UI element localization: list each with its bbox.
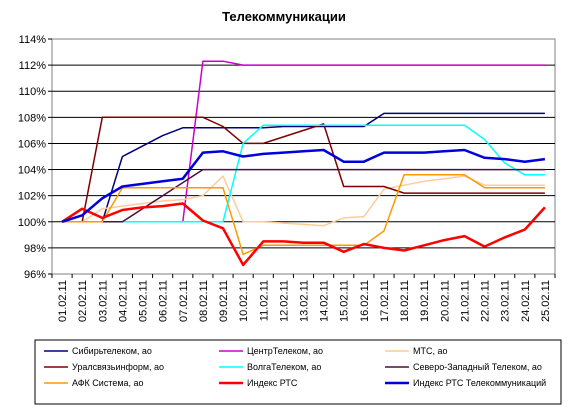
series-line — [61, 202, 546, 267]
legend-label: МТС, ао — [413, 346, 448, 356]
x-tick-label: 25.02.11 — [540, 280, 552, 322]
y-tick-label: 100% — [18, 217, 46, 229]
y-tick-label: 102% — [18, 191, 46, 203]
series-line — [62, 175, 545, 227]
legend-label: Сибирьтелеком, ао — [72, 346, 152, 356]
legend-entries: Сибирьтелеком, ао ЦентрТелеком, ао МТС, ао… — [44, 346, 546, 388]
y-tick-label: 110% — [19, 86, 47, 98]
x-tick-label: 03.02.11 — [97, 280, 109, 322]
x-tick-label: 24.02.11 — [520, 280, 532, 322]
x-tick-label: 13.02.11 — [299, 280, 311, 322]
legend-label: Уралсвязьинформ, ао — [72, 362, 164, 372]
x-tick-label: 18.02.11 — [399, 280, 411, 322]
plot-area — [51, 38, 556, 275]
x-tick-label: 06.02.11 — [158, 280, 170, 322]
legend-label: Северо-Западный Телеком, ао — [413, 362, 542, 372]
y-tick-label: 96% — [24, 269, 46, 281]
x-tick-label: 10.02.11 — [238, 280, 250, 322]
x-axis: 01.02.11 02.02.11 03.02.11 04.02.11 05.02.11… — [51, 274, 556, 322]
x-tick-label: 23.02.11 — [500, 280, 512, 322]
chart-title: Телекоммуникации — [222, 9, 346, 24]
legend-label: ЦентрТелеком, ао — [247, 346, 323, 356]
y-tick-label: 108% — [18, 112, 46, 124]
y-tick-label: 112% — [19, 60, 47, 72]
series-line — [61, 148, 546, 223]
y-tick-label: 104% — [18, 165, 46, 177]
x-tick-label: 22.02.11 — [480, 280, 492, 322]
series-line — [62, 168, 545, 223]
y-tick-label: 98% — [24, 243, 46, 255]
x-tick-label: 09.02.11 — [218, 280, 230, 322]
y-tick-label: 106% — [18, 138, 46, 150]
x-tick-label: 15.02.11 — [339, 280, 351, 322]
x-tick-label: 05.02.11 — [138, 280, 150, 322]
x-tick-label: 14.02.11 — [319, 280, 331, 322]
x-tick-label: 01.02.11 — [57, 280, 69, 322]
series-line — [62, 124, 545, 223]
series-lines — [61, 60, 546, 267]
y-axis: 96% 98% 100% 102% 104% 106% 108% 110% 112% 114% — [18, 34, 52, 281]
x-tick-label: 08.02.11 — [198, 280, 210, 322]
x-tick-label: 21.02.11 — [459, 280, 471, 322]
x-tick-label: 04.02.11 — [117, 280, 129, 322]
series-line — [62, 112, 545, 223]
x-tick-label: 12.02.11 — [278, 280, 290, 322]
x-tick-label: 17.02.11 — [379, 280, 391, 322]
legend-label: ВолгаТелеком, ао — [247, 362, 321, 372]
legend-label: Индекс РТС — [247, 378, 298, 388]
legend-label: АФК Система, ао — [72, 378, 144, 388]
x-tick-label: 16.02.11 — [359, 280, 371, 322]
x-tick-label: 11.02.11 — [258, 280, 270, 321]
series-line — [62, 174, 545, 256]
legend — [34, 339, 562, 405]
x-tick-label: 20.02.11 — [439, 280, 451, 322]
y-tick-label: 114% — [19, 34, 47, 46]
x-tick-label: 19.02.11 — [419, 280, 431, 322]
x-tick-label: 02.02.11 — [77, 280, 89, 322]
legend-label: Индекс РТС Телекоммуникаций — [413, 378, 546, 388]
series-line — [62, 116, 545, 223]
x-tick-label: 07.02.11 — [178, 280, 190, 322]
